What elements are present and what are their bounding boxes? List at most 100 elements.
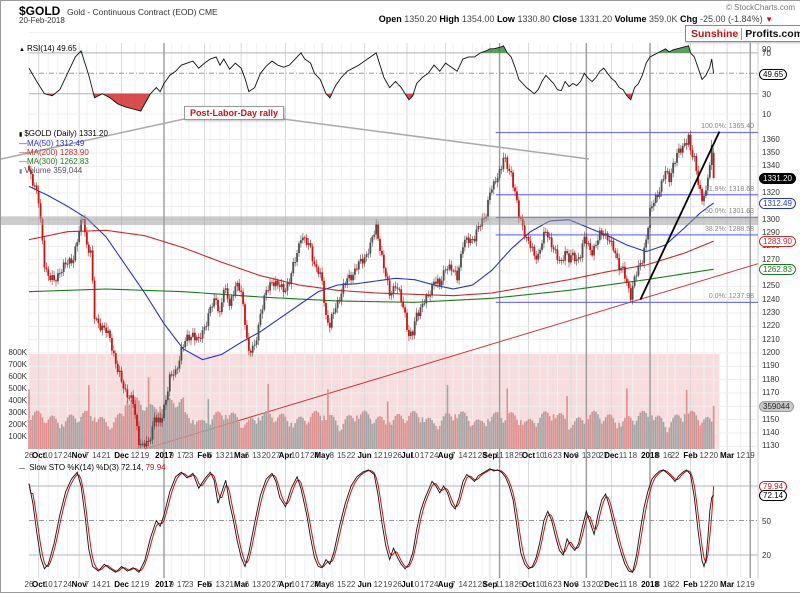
date-tick: 17 <box>419 580 429 589</box>
candle-body <box>249 350 252 353</box>
candle-body <box>535 255 538 260</box>
date-tick: 24 <box>309 451 319 460</box>
date-tick: 2018 <box>641 580 659 589</box>
candle-body <box>575 259 578 262</box>
date-tick: Feb <box>683 580 698 589</box>
candle-body <box>660 180 663 192</box>
price-badge: 1331.20 <box>759 173 796 185</box>
candle-body <box>683 143 686 146</box>
candle-body <box>670 173 673 183</box>
candle-body <box>658 191 661 198</box>
price-axis-label: 1190 <box>762 361 780 371</box>
date-tick: 18 <box>628 580 638 589</box>
candle-body <box>390 294 393 296</box>
candle-body <box>581 243 584 258</box>
candle-body <box>84 219 86 233</box>
date-tick: 26 <box>24 451 34 460</box>
candle-body <box>442 270 445 281</box>
candle-body <box>662 178 665 181</box>
date-tick: 20 <box>709 451 719 460</box>
volume-bars-icon: ▮ <box>19 169 23 175</box>
candle-body <box>238 282 241 291</box>
candle-body <box>99 323 102 331</box>
candle-body <box>606 233 609 241</box>
candle-body <box>213 298 216 307</box>
candle-body <box>500 169 503 171</box>
date-tick: 23 <box>184 451 194 460</box>
candle-body <box>710 145 713 165</box>
candle-body <box>101 325 104 331</box>
date-tick: 12 <box>130 580 140 589</box>
candle-body <box>253 344 256 346</box>
price-badge: 1262.83 <box>759 264 796 276</box>
date-tick: 20 <box>591 451 601 460</box>
stoch-d-value: 79.94 <box>145 463 166 472</box>
candle-body <box>180 346 183 361</box>
candle-body <box>247 337 250 351</box>
candle-body <box>242 291 244 305</box>
candle-body <box>427 294 430 297</box>
candle-body <box>448 264 451 270</box>
candle-body <box>288 282 291 285</box>
candle-body <box>587 243 590 245</box>
candle-body <box>315 264 318 268</box>
candle-body <box>502 157 505 170</box>
candle-body <box>417 312 420 317</box>
candle-body <box>68 258 71 264</box>
date-tick: Apr <box>278 580 293 589</box>
candle-body <box>404 307 406 313</box>
candle-body <box>51 275 54 281</box>
date-tick: 24 <box>309 580 319 589</box>
candle-body <box>186 334 189 341</box>
candle-body <box>286 282 289 291</box>
candle-body <box>525 236 528 238</box>
rsi-legend: ▲ RSI(14) 49.65 <box>19 44 77 53</box>
date-tick: Apr <box>278 451 293 460</box>
date-tick: 10 <box>43 451 53 460</box>
candle-body <box>681 145 684 153</box>
candle-body <box>161 418 163 423</box>
candle-body <box>327 314 329 323</box>
candle-body <box>271 282 273 284</box>
volume-axis-label: 600K <box>8 372 27 381</box>
candle-body <box>571 252 574 256</box>
candle-body <box>610 240 613 242</box>
candle-body <box>201 330 204 339</box>
candle-body <box>386 276 389 281</box>
candle-body <box>45 267 48 270</box>
candle-body <box>215 298 217 301</box>
rsi-zone-fill <box>102 93 151 112</box>
gray-resistance-band <box>1 216 758 225</box>
stoch-axis-label: 20 <box>762 551 771 560</box>
candle-body <box>126 389 129 398</box>
sunshine-profits-logo[interactable]: Sunshine Profits.com <box>685 25 800 42</box>
candle-body <box>618 258 621 271</box>
date-tick: 20 <box>709 580 719 589</box>
candle-body <box>193 332 196 341</box>
candle-body <box>284 290 287 293</box>
candle-body <box>436 278 439 284</box>
date-tick: 15 <box>336 580 346 589</box>
candle-body <box>440 280 443 286</box>
date-tick: Jun <box>357 451 372 460</box>
candle-body <box>473 238 476 242</box>
candle-body <box>122 381 125 389</box>
candle-body <box>625 278 628 283</box>
ma300-legend: —MA(300) 1262.83 <box>19 157 89 166</box>
volume-axis-label: 100K <box>8 432 27 441</box>
date-tick: 9 <box>169 580 174 589</box>
date-tick: 24 <box>63 451 73 460</box>
candle-body <box>319 272 322 274</box>
candle-body <box>396 287 399 289</box>
date-tick: 9 <box>169 451 174 460</box>
candle-body <box>467 237 470 243</box>
date-tick: 11 <box>618 451 628 460</box>
candle-body <box>228 298 231 306</box>
chg-label: Chg <box>680 14 698 24</box>
candle-body <box>512 172 514 188</box>
date-tick: 16 <box>543 580 553 589</box>
chart-date: 20-Feb-2018 <box>19 16 65 25</box>
price-axis-label: 1140 <box>762 428 780 437</box>
candle-body <box>406 312 408 330</box>
